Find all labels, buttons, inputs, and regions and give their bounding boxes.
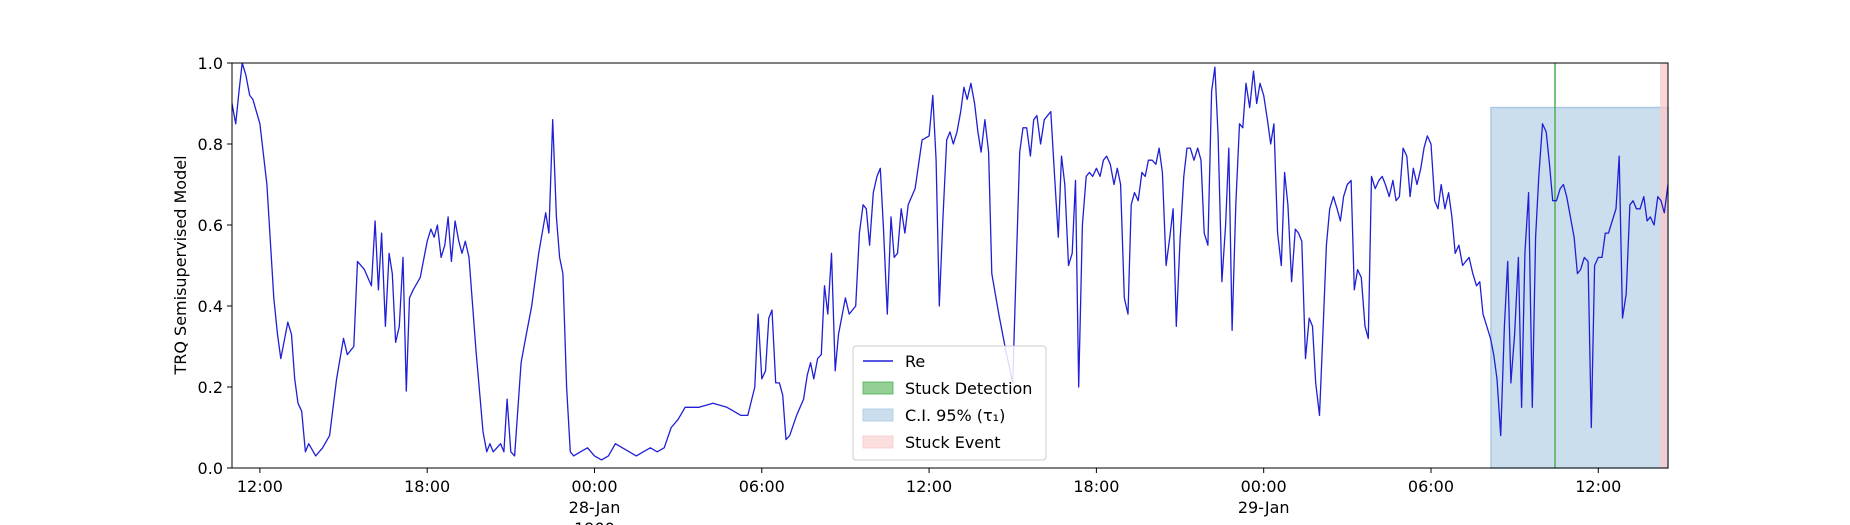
- x-tick-label: 12:00: [906, 477, 952, 496]
- x-tick-label: 18:00: [404, 477, 450, 496]
- y-tick-label: 0.2: [198, 378, 223, 397]
- x-tick-label: 29-Jan: [1238, 498, 1290, 517]
- y-axis-label: TRQ Semisupervised Model: [171, 155, 190, 375]
- legend-swatch-patch: [862, 381, 894, 395]
- y-tick-label: 0.0: [198, 459, 223, 478]
- ci95-region: [1490, 106, 1669, 469]
- y-tick-label: 0.6: [198, 216, 223, 235]
- x-tick-label: 28-Jan: [569, 498, 621, 517]
- legend: Re Stuck Detection C.I. 95% (τ₁) Stuck Even…: [852, 345, 1047, 461]
- x-tick-label: 18:00: [1073, 477, 1119, 496]
- x-tick-label: 06:00: [739, 477, 785, 496]
- y-tick-label: 1.0: [198, 54, 223, 73]
- x-tick-label: 06:00: [1408, 477, 1454, 496]
- y-axis: 0.0 0.2 0.4 0.6 0.8 1.0: [198, 54, 232, 478]
- x-tick-label: 00:00: [571, 477, 617, 496]
- legend-label: Stuck Detection: [905, 379, 1032, 398]
- y-tick-label: 0.8: [198, 135, 223, 154]
- legend-label: C.I. 95% (τ₁): [905, 406, 1005, 425]
- legend-swatch-patch: [862, 435, 894, 449]
- x-axis: 12:00 18:00 00:00 28-Jan 1900 06:00 12:00 18:00…: [237, 468, 1621, 525]
- x-tick-label: 00:00: [1241, 477, 1287, 496]
- legend-label: Stuck Event: [905, 433, 1001, 452]
- plot-frame: [231, 62, 1669, 469]
- x-tick-label: 12:00: [1575, 477, 1621, 496]
- x-tick-label: 12:00: [237, 477, 283, 496]
- series-layer: [231, 62, 1669, 461]
- legend-label: Re: [905, 352, 925, 371]
- x-tick-label: 1900: [574, 519, 615, 525]
- legend-swatch-patch: [862, 408, 894, 422]
- stuck-event-region: [1660, 63, 1668, 468]
- series-line-re: [231, 62, 1669, 461]
- legend-box: [852, 345, 1047, 461]
- overlay-layer: [1490, 63, 1669, 469]
- y-tick-label: 0.4: [198, 297, 223, 316]
